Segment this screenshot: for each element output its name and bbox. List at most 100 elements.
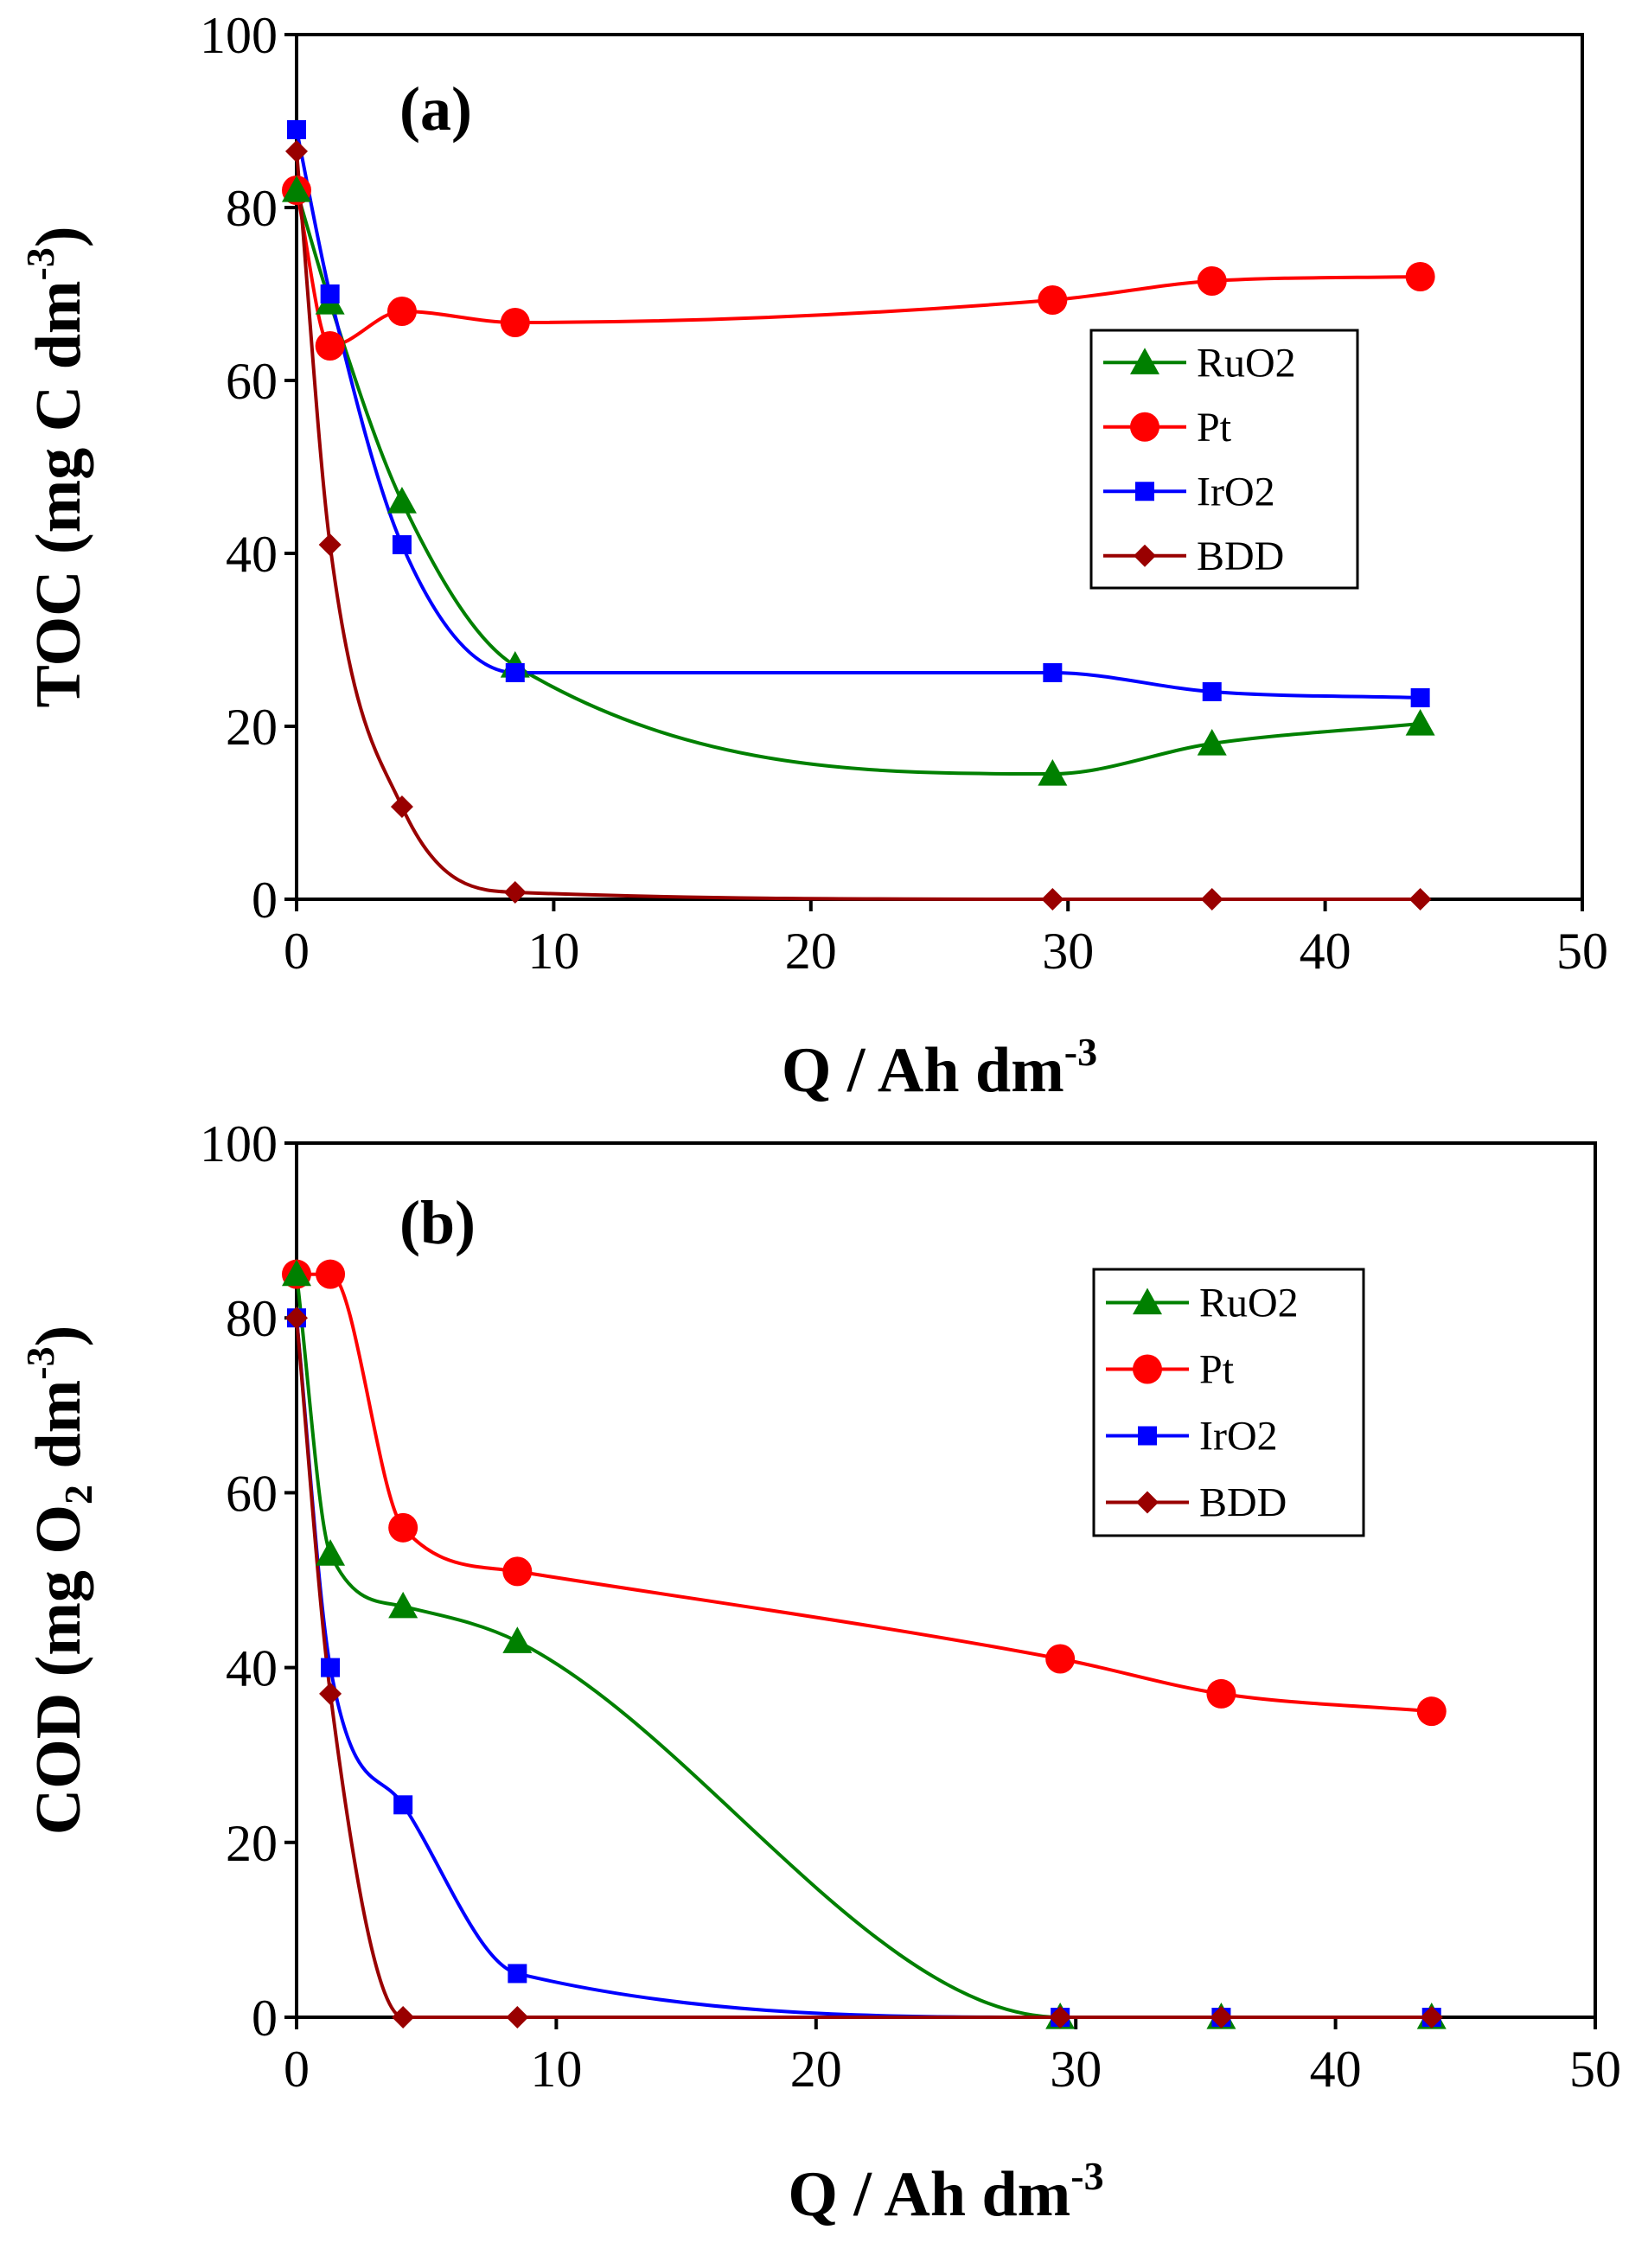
data-point-bdd: [1408, 888, 1432, 910]
legend-label-iro2: IrO2: [1199, 1414, 1278, 1460]
data-point-iro2: [508, 1964, 527, 1984]
y-axis-title-main: COD (mg O: [23, 1505, 94, 1835]
data-point-bdd: [503, 881, 527, 904]
data-point-iro2: [1410, 688, 1430, 707]
data-point-pt: [1045, 1644, 1076, 1674]
legend-label-bdd: BDD: [1199, 1480, 1287, 1526]
legend-label-bdd: BDD: [1197, 533, 1284, 579]
data-point-pt: [1416, 1696, 1447, 1727]
x-tick-label: 50: [1556, 923, 1608, 980]
y-axis-title-close: ): [23, 226, 94, 247]
data-point-ruo2: [282, 176, 311, 202]
x-axis-title: Q / Ah dm-3: [782, 1030, 1097, 1106]
x-axis-title-main: Q / Ah dm: [782, 1035, 1064, 1106]
y-axis-title-sup: -3: [18, 247, 62, 280]
y-axis-title-mid: dm: [23, 1380, 94, 1485]
legend-marker-bdd: [1136, 1491, 1159, 1514]
y-tick-label: 20: [226, 1815, 278, 1872]
data-point-iro2: [321, 1658, 341, 1677]
y-axis-title-sup: -3: [18, 1346, 62, 1379]
y-axis-title-main: TOC (mg C dm: [23, 280, 94, 707]
y-tick-label: 0: [252, 872, 278, 929]
legend-marker-iro2: [1138, 1426, 1157, 1446]
data-point-bdd: [319, 1682, 342, 1705]
legend-marker-iro2: [1135, 482, 1154, 502]
plot-frame: [295, 1141, 1597, 2019]
x-tick-label: 20: [790, 2041, 842, 2098]
y-tick-label: 0: [252, 1990, 278, 2047]
legend-label-pt: Pt: [1197, 405, 1232, 450]
x-tick-label: 30: [1042, 923, 1094, 980]
data-point-pt: [1405, 262, 1435, 291]
data-point-bdd: [285, 1306, 308, 1330]
data-point-pt: [388, 1512, 418, 1543]
y-axis-title: TOC (mg C dm-3): [18, 226, 94, 707]
data-point-bdd: [1420, 2006, 1443, 2028]
plot-frame: [295, 33, 1584, 901]
y-tick-label: 40: [226, 526, 278, 583]
legend-marker-ruo2: [1130, 348, 1159, 374]
x-tick-label: 10: [527, 923, 579, 980]
data-point-iro2: [1202, 682, 1222, 701]
panel-label: (a): [399, 74, 472, 144]
data-point-ruo2: [502, 1626, 533, 1653]
data-point-ruo2: [1405, 709, 1435, 736]
y-tick-label: 100: [200, 7, 278, 64]
y-tick-label: 40: [226, 1640, 278, 1697]
x-tick-label: 50: [1569, 2041, 1621, 2098]
y-tick-label: 60: [226, 1465, 278, 1522]
data-point-bdd: [506, 2006, 529, 2028]
x-tick-label: 10: [530, 2041, 582, 2098]
data-point-ruo2: [388, 1591, 418, 1619]
data-point-ruo2: [1038, 759, 1068, 786]
data-point-ruo2: [316, 1539, 346, 1566]
data-point-pt: [1038, 285, 1068, 315]
x-tick-label: 40: [1310, 2041, 1362, 2098]
data-point-pt: [315, 331, 345, 361]
legend-marker-pt: [1133, 1354, 1162, 1384]
x-axis-title-sup: -3: [1070, 2154, 1103, 2198]
y-tick-label: 80: [226, 180, 278, 237]
y-tick-label: 80: [226, 1290, 278, 1347]
y-tick-label: 100: [200, 1115, 278, 1172]
x-tick-label: 40: [1300, 923, 1351, 980]
data-point-pt: [502, 1556, 533, 1587]
data-point-pt: [1197, 266, 1227, 296]
series-line-pt: [295, 189, 1421, 348]
legend-label-ruo2: RuO2: [1199, 1281, 1299, 1326]
data-point-iro2: [392, 535, 412, 554]
x-tick-label: 0: [284, 923, 310, 980]
y-axis-title-close: ): [23, 1326, 94, 1347]
data-point-bdd: [1210, 2006, 1233, 2028]
data-point-bdd: [1041, 888, 1064, 910]
data-point-bdd: [392, 2006, 415, 2028]
y-axis-title-sub: 2: [56, 1485, 100, 1505]
x-axis-title-sup: -3: [1064, 1030, 1097, 1074]
panel-label: (b): [399, 1188, 476, 1257]
data-point-pt: [1206, 1678, 1236, 1709]
data-point-bdd: [1200, 888, 1223, 910]
data-point-bdd: [318, 533, 342, 556]
x-tick-label: 0: [284, 2041, 310, 2098]
legend-marker-pt: [1130, 412, 1159, 442]
legend-label-iro2: IrO2: [1197, 469, 1275, 514]
data-point-bdd: [285, 140, 308, 163]
data-point-bdd: [1049, 2006, 1072, 2028]
y-axis-title: COD (mg O2 dm-3): [18, 1326, 100, 1836]
x-axis-title: Q / Ah dm-3: [788, 2154, 1103, 2230]
x-axis-title-main: Q / Ah dm: [788, 2159, 1070, 2230]
data-point-iro2: [287, 120, 306, 139]
data-point-ruo2: [282, 1259, 311, 1287]
x-tick-label: 30: [1050, 2041, 1102, 2098]
data-point-iro2: [320, 284, 340, 303]
y-tick-label: 20: [226, 699, 278, 756]
data-point-iro2: [393, 1795, 413, 1815]
data-point-iro2: [1043, 663, 1063, 682]
data-point-pt: [386, 297, 417, 326]
data-point-pt: [500, 308, 530, 337]
x-tick-label: 20: [785, 923, 837, 980]
legend-marker-bdd: [1134, 544, 1156, 567]
